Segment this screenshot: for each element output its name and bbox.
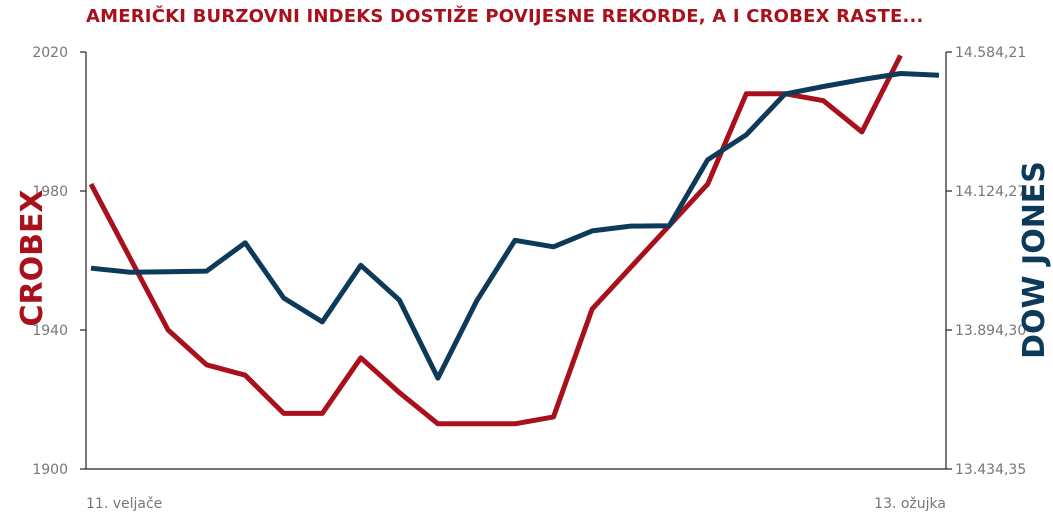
series-layer (88, 54, 940, 427)
right-tick-label: 13.434,35 (955, 462, 1026, 478)
left-axis-ticks: 2020 1980 1940 1900 (32, 45, 86, 478)
x-axis-start-label: 11. veljače (86, 496, 162, 512)
left-tick-label: 2020 (32, 45, 68, 61)
series-line-crobex (88, 54, 903, 427)
right-axis-ticks: 14.584,21 14.124,27 13.894,30 13.434,35 (946, 45, 1026, 478)
right-tick-label: 14.584,21 (955, 45, 1026, 61)
left-tick-label: 1900 (32, 462, 68, 478)
right-tick-label: 13.894,30 (955, 323, 1026, 339)
series-line-dow-jones (90, 71, 940, 381)
chart-title: AMERIČKI BURZOVNI INDEKS DOSTIŽE POVIJES… (86, 6, 924, 27)
left-tick-label: 1940 (32, 323, 68, 339)
axes-group (85, 52, 947, 470)
left-tick-label: 1980 (32, 184, 68, 200)
right-axis-label: DOW JONES (1017, 161, 1052, 359)
right-tick-label: 14.124,27 (955, 184, 1026, 200)
left-axis-label: CROBEX (15, 189, 50, 326)
x-axis-end-label: 13. ožujka (874, 496, 946, 512)
